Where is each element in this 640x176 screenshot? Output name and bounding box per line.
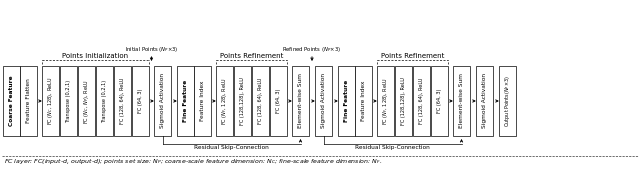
Text: Coarse Feature: Coarse Feature	[9, 76, 14, 126]
Text: Transpose (0,2,1): Transpose (0,2,1)	[102, 79, 107, 122]
Bar	[431, 66, 448, 136]
Bar	[60, 66, 77, 136]
Text: FC (64, 3): FC (64, 3)	[138, 89, 143, 113]
Text: FC (64, 3): FC (64, 3)	[437, 89, 442, 113]
Text: Feature Index: Feature Index	[361, 81, 366, 121]
Bar	[78, 66, 95, 136]
Bar	[413, 66, 430, 136]
Text: Sigmoid Activation: Sigmoid Activation	[321, 74, 326, 128]
Text: Transpose (0,2,1): Transpose (0,2,1)	[66, 79, 71, 122]
Bar	[154, 66, 171, 136]
Text: FC (64, 3): FC (64, 3)	[276, 89, 281, 113]
Text: Sigmoid Activation: Sigmoid Activation	[482, 74, 487, 128]
Text: FC (128,128), ReLU: FC (128,128), ReLU	[240, 77, 245, 125]
Bar	[476, 66, 493, 136]
Bar	[499, 66, 516, 136]
Text: FC ($N_F$, 128), ReLU: FC ($N_F$, 128), ReLU	[220, 77, 229, 125]
Bar	[338, 66, 355, 136]
Text: FC layer: FC(input-d, output-d); points set size: $N_P$; coarse-scale feature di: FC layer: FC(input-d, output-d); points …	[4, 158, 382, 166]
Text: Points Initialization: Points Initialization	[63, 53, 129, 59]
Bar	[3, 66, 20, 136]
Text: FC ($N_F$, 128), ReLU: FC ($N_F$, 128), ReLU	[381, 77, 390, 125]
Text: Residual Skip-Connection: Residual Skip-Connection	[194, 145, 269, 150]
Text: Initial Points ($N_P$$\times$3): Initial Points ($N_P$$\times$3)	[125, 45, 179, 54]
Text: Feature Index: Feature Index	[200, 81, 205, 121]
Text: FC (128, 64), ReLU: FC (128, 64), ReLU	[419, 78, 424, 124]
Bar	[355, 66, 372, 136]
Text: Points Refinement: Points Refinement	[220, 53, 283, 59]
Text: FC ($N_C$, $N_P$), ReLU: FC ($N_C$, $N_P$), ReLU	[82, 78, 91, 124]
Text: FC ($N_C$, 128), ReLU: FC ($N_C$, 128), ReLU	[46, 77, 55, 125]
Bar	[20, 66, 37, 136]
Bar	[252, 66, 269, 136]
Bar	[270, 66, 287, 136]
Text: FC (128, 64), ReLU: FC (128, 64), ReLU	[120, 78, 125, 124]
Text: Fine Feature: Fine Feature	[183, 80, 188, 122]
Bar	[377, 66, 394, 136]
Bar	[395, 66, 412, 136]
Bar	[216, 66, 233, 136]
Bar	[194, 66, 211, 136]
Bar	[42, 66, 59, 136]
Bar	[292, 66, 309, 136]
Text: Refined Points ($N_P$$\times$3): Refined Points ($N_P$$\times$3)	[282, 45, 342, 54]
Text: Feature Flatten: Feature Flatten	[26, 79, 31, 123]
Bar	[315, 66, 332, 136]
Text: Fine Feature: Fine Feature	[344, 80, 349, 122]
Bar	[96, 66, 113, 136]
Bar	[453, 66, 470, 136]
Text: Residual Skip-Connection: Residual Skip-Connection	[355, 145, 430, 150]
Text: FC (128,128), ReLU: FC (128,128), ReLU	[401, 77, 406, 125]
Bar	[114, 66, 131, 136]
Text: Sigmoid Activation: Sigmoid Activation	[160, 74, 165, 128]
Bar	[132, 66, 149, 136]
Text: Points Refinement: Points Refinement	[381, 53, 444, 59]
Bar	[177, 66, 194, 136]
Text: Output Points($N_P$$\times$3): Output Points($N_P$$\times$3)	[503, 75, 512, 127]
Text: Element-wise Sum: Element-wise Sum	[459, 74, 464, 128]
Text: FC (128, 64), ReLU: FC (128, 64), ReLU	[258, 78, 263, 124]
Text: Element-wise Sum: Element-wise Sum	[298, 74, 303, 128]
Bar	[234, 66, 251, 136]
